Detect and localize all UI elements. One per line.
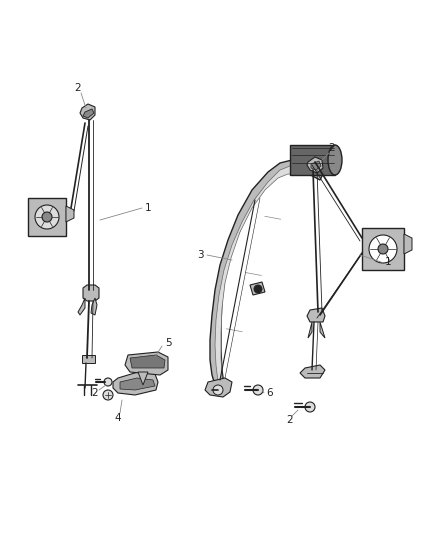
Text: 2: 2	[75, 83, 81, 93]
Polygon shape	[307, 157, 323, 173]
FancyBboxPatch shape	[28, 198, 66, 236]
Circle shape	[253, 385, 263, 395]
Polygon shape	[91, 298, 97, 315]
Polygon shape	[320, 322, 325, 338]
Text: 2: 2	[287, 415, 293, 425]
Text: 6: 6	[267, 388, 273, 398]
Polygon shape	[205, 378, 232, 397]
Ellipse shape	[328, 145, 342, 175]
Polygon shape	[138, 372, 148, 385]
Circle shape	[305, 402, 315, 412]
FancyBboxPatch shape	[290, 145, 335, 175]
Text: 3: 3	[197, 250, 203, 260]
Text: 4: 4	[115, 413, 121, 423]
Polygon shape	[83, 109, 94, 118]
Polygon shape	[120, 378, 155, 390]
Polygon shape	[125, 352, 168, 375]
Polygon shape	[66, 206, 74, 222]
Polygon shape	[83, 285, 99, 301]
Polygon shape	[250, 282, 265, 295]
Polygon shape	[80, 104, 95, 120]
Text: 1: 1	[385, 257, 391, 267]
Circle shape	[369, 235, 397, 263]
Circle shape	[213, 385, 223, 395]
Polygon shape	[130, 355, 165, 368]
FancyBboxPatch shape	[362, 228, 404, 270]
Text: 2: 2	[92, 388, 98, 398]
Polygon shape	[210, 157, 325, 385]
Circle shape	[104, 378, 112, 386]
Circle shape	[254, 285, 262, 293]
Polygon shape	[307, 308, 325, 322]
Polygon shape	[311, 161, 321, 170]
Circle shape	[42, 212, 52, 222]
Circle shape	[103, 390, 113, 400]
Polygon shape	[308, 322, 312, 338]
Polygon shape	[113, 372, 158, 395]
Text: 5: 5	[165, 338, 171, 348]
Polygon shape	[215, 163, 305, 382]
Polygon shape	[78, 298, 85, 315]
Circle shape	[35, 205, 59, 229]
Polygon shape	[300, 365, 325, 378]
Text: 1: 1	[145, 203, 151, 213]
Polygon shape	[82, 355, 95, 363]
Polygon shape	[404, 234, 412, 254]
Text: 2: 2	[328, 143, 336, 153]
Circle shape	[378, 244, 388, 254]
